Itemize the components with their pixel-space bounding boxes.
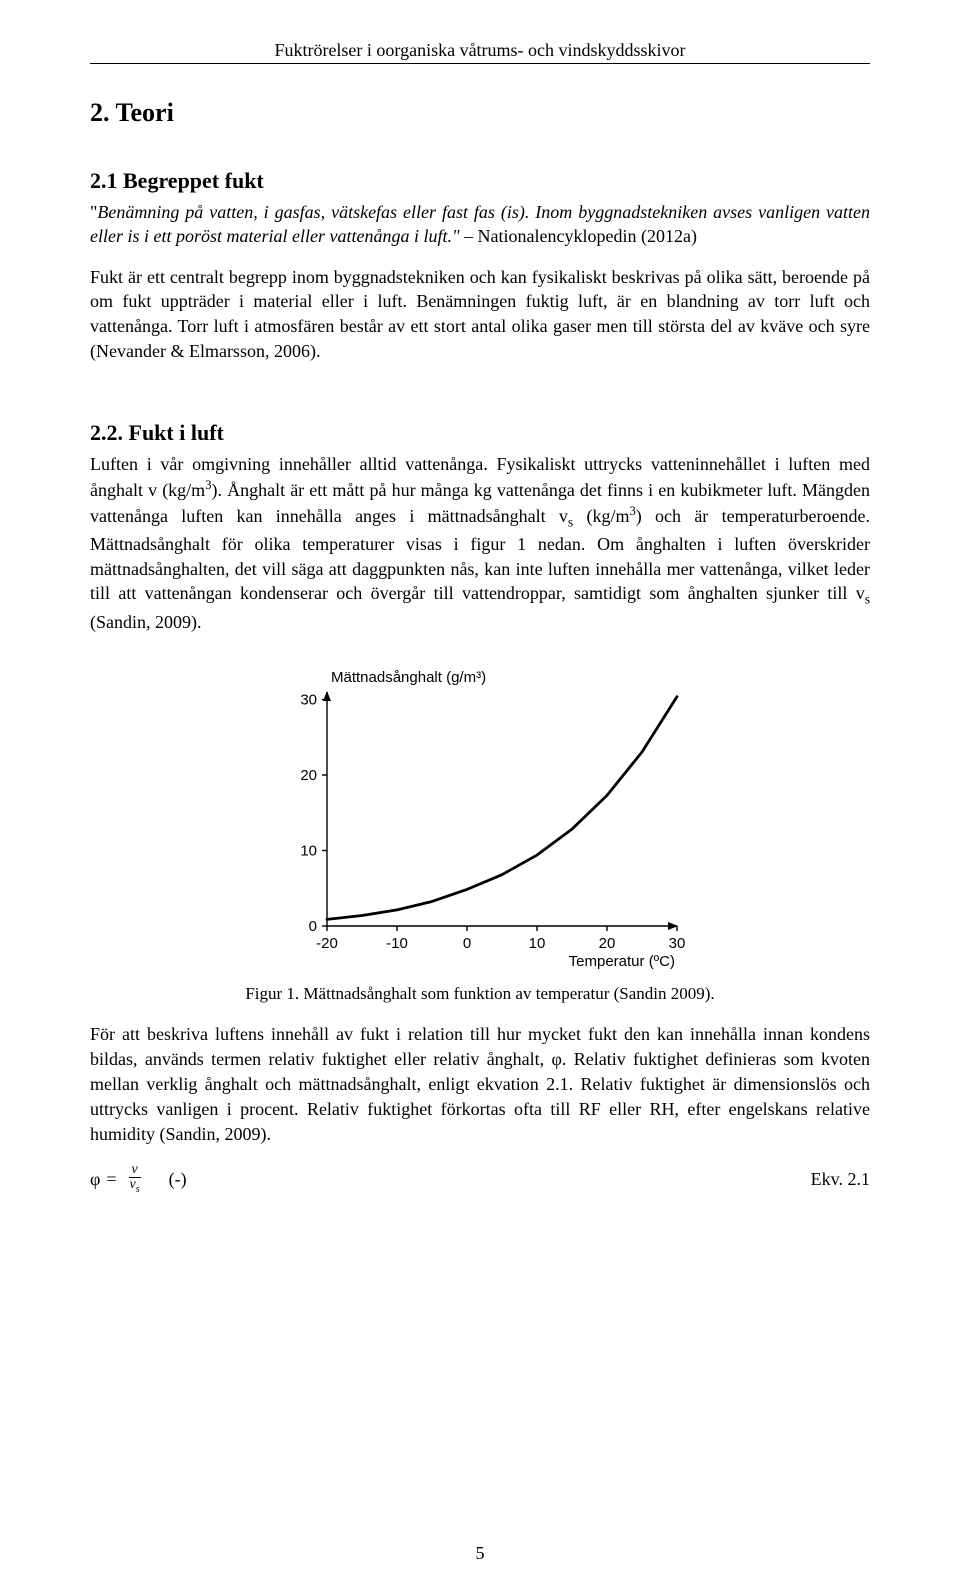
- svg-text:30: 30: [669, 935, 686, 952]
- svg-text:10: 10: [529, 935, 546, 952]
- relative-humidity-paragraph: För att beskriva luftens innehåll av fuk…: [90, 1022, 870, 1146]
- equation-2-1: φ = v vs (-) Ekv. 2.1: [90, 1163, 870, 1196]
- svg-text:10: 10: [300, 843, 317, 860]
- p1e: (Sandin, 2009).: [90, 612, 202, 632]
- fraction: v vs: [127, 1163, 143, 1196]
- equation-label: Ekv. 2.1: [811, 1169, 870, 1190]
- equation-unit: (-): [169, 1169, 187, 1190]
- fraction-denominator: vs: [127, 1178, 143, 1195]
- svg-text:20: 20: [300, 768, 317, 785]
- figure-1-caption: Figur 1. Mättnadsånghalt som funktion av…: [245, 984, 714, 1004]
- equals-sign: =: [106, 1169, 116, 1190]
- section-2-2-heading: 2.2. Fukt i luft: [90, 420, 870, 446]
- svg-text:0: 0: [463, 935, 471, 952]
- quote-source: – Nationalencyklopedin (2012a): [460, 226, 697, 246]
- section-2-number: 2.: [90, 98, 110, 127]
- equation-lhs: φ = v vs (-): [90, 1163, 187, 1196]
- p1c: (kg/m: [573, 506, 629, 526]
- section-2-2-paragraph-1: Luften i vår omgivning innehåller alltid…: [90, 452, 870, 635]
- svg-text:20: 20: [599, 935, 616, 952]
- definition-quote: "Benämning på vatten, i gasfas, vätskefa…: [90, 200, 870, 249]
- saturation-chart: 0 10 20 30 -20 -10 0 10 20 30 Mättnadsånghalt (g/m…: [265, 664, 695, 974]
- sub-s2: s: [865, 592, 870, 607]
- svg-text:0: 0: [309, 918, 317, 935]
- section-2-1-heading: 2.1 Begreppet fukt: [90, 168, 870, 194]
- figure-1: 0 10 20 30 -20 -10 0 10 20 30 Mättnadsånghalt (g/m…: [90, 664, 870, 1004]
- svg-text:Mättnadsånghalt (g/m³): Mättnadsånghalt (g/m³): [331, 669, 486, 686]
- svg-text:30: 30: [300, 692, 317, 709]
- svg-text:Temperatur (ºC): Temperatur (ºC): [569, 953, 675, 970]
- svg-text:-10: -10: [386, 935, 408, 952]
- header-rule: [90, 63, 870, 64]
- fraction-numerator: v: [129, 1163, 141, 1179]
- section-2-title: Teori: [116, 98, 174, 127]
- section-2-1-paragraph: Fukt är ett centralt begrepp inom byggna…: [90, 265, 870, 364]
- phi-symbol: φ: [90, 1169, 100, 1190]
- svg-text:-20: -20: [316, 935, 338, 952]
- page-number: 5: [0, 1543, 960, 1564]
- section-2-heading: 2. Teori: [90, 98, 870, 128]
- running-head: Fuktrörelser i oorganiska våtrums- och v…: [90, 40, 870, 61]
